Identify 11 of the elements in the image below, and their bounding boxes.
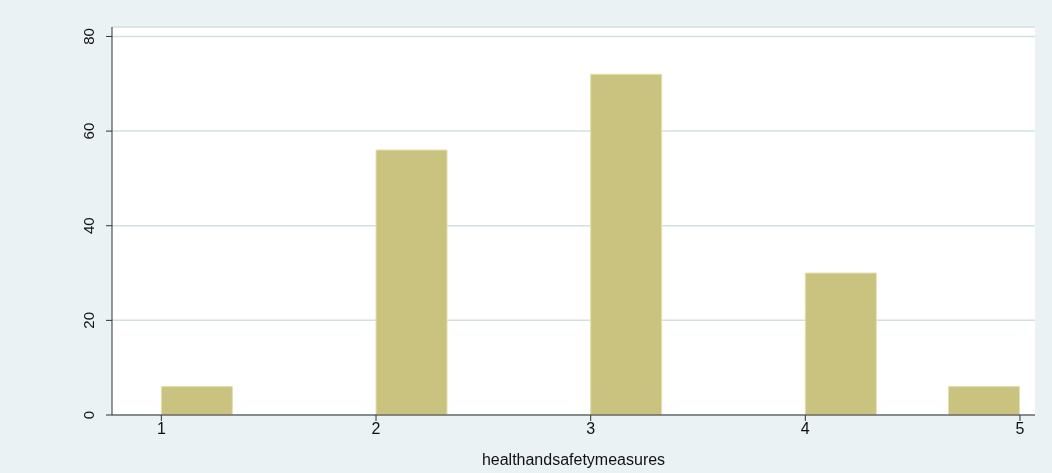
x-tick-label: 3 xyxy=(586,420,596,438)
x-tick-label: 5 xyxy=(1015,420,1025,438)
y-tick-label: 20 xyxy=(80,312,97,329)
y-tick-label: 80 xyxy=(80,28,97,45)
y-tick-label: 40 xyxy=(80,217,97,235)
x-axis-title: healthandsafetymeasures xyxy=(481,451,666,468)
x-tick-label: 2 xyxy=(371,420,381,438)
y-tick-label: 0 xyxy=(80,410,97,420)
y-tick-label: 60 xyxy=(80,122,97,140)
x-tick-label: 1 xyxy=(156,420,166,438)
x-tick-label: 4 xyxy=(800,420,810,438)
